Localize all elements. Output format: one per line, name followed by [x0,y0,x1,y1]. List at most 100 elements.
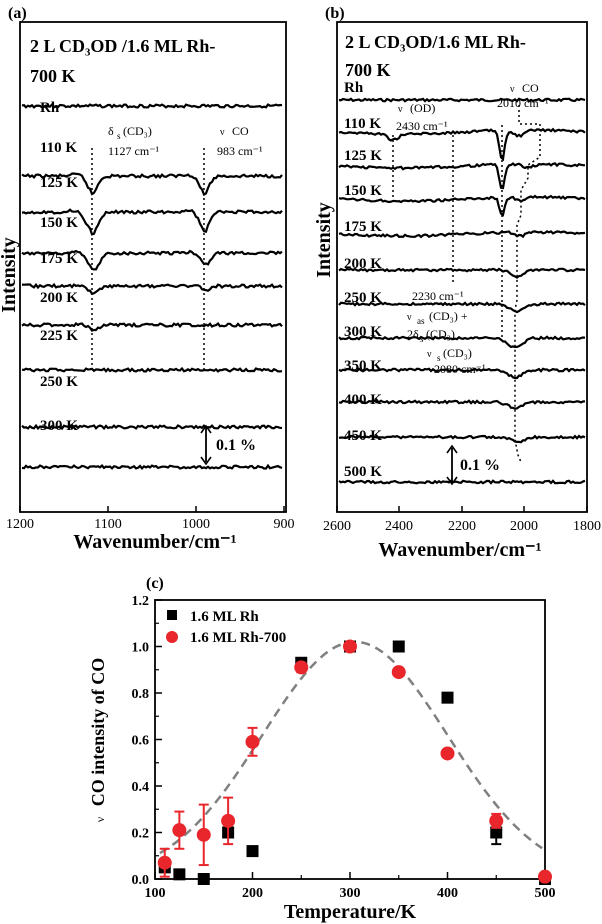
panel-b-annot-co-wn: 2010 cm⁻¹ [497,96,549,110]
panel-a-traces [21,102,283,471]
panel-b-trace [338,194,586,217]
panel-a-annot-cd3-sub: s [117,131,121,141]
panel-a-trace-label: 125 K [40,175,78,191]
panel-a-trace-label: 150 K [40,215,78,231]
panel-b-annot-s-rest: (CD₃) [443,346,472,360]
panel-a-trace-label: Rh [40,100,60,116]
data-point-circle [196,827,211,842]
panel-b-tick-label: 2000 [510,519,538,534]
panel-a-trace-label: 200 K [40,290,78,306]
panel-b-trace-label: 450 K [344,428,382,444]
panel-a-trace [21,249,283,271]
panel-a-annot-co-nu: ν [220,127,225,138]
panel-a-trace-label: 300 K [40,418,78,434]
panel-b-trace-label: 175 K [344,219,382,235]
panel-b-annot-od-nu: ν [398,104,403,115]
panel-b-tick-label: 2600 [323,519,351,534]
panel-a-annot-cd3-wn: 1127 cm⁻¹ [108,144,160,158]
legend-label-rh700: 1.6 ML Rh-700 [190,630,286,646]
panel-a-tick-label: 1000 [182,517,210,532]
panel-c-ytick-label: 0.4 [132,780,150,795]
panel-b-trace [338,434,586,444]
panel-b-annot-2d-rest: (CD₃) [426,327,455,341]
panel-c-ytick-label: 0.6 [132,734,150,749]
panel-b-trace [338,335,586,349]
panel-b-trace-label: 150 K [344,183,382,199]
panel-c-ytick-label: 0.0 [132,873,150,888]
panel-c-xtick-label: 400 [437,886,458,901]
panel-a-trace [21,463,283,471]
panel-b-trace [338,127,586,162]
panel-a-scalebar-label: 0.1 % [216,437,256,454]
data-point-circle [538,869,552,884]
panel-b-annot-od-wn: 2430 cm⁻¹ [396,119,448,133]
panel-a-trace [21,322,283,332]
panel-a-ylabel: Intensity [0,237,20,313]
panel-b-trace-label: 200 K [344,256,382,272]
panel-c-legend: 1.6 ML Rh 1.6 ML Rh-700 [166,609,286,646]
panel-a-tick-label: 1100 [94,517,121,532]
panel-b-xticks: 2600 2400 2200 2000 1800 [323,506,601,534]
data-point-circle [440,746,455,761]
panel-a-frame [19,21,287,513]
panel-b-title-1: 2 L CD₃OD/1.6 ML Rh- [345,32,526,52]
panel-a-label: (a) [8,5,27,22]
panel-c-points [157,639,552,885]
panel-a-trace-label: 225 K [40,328,78,344]
panel-c-label: (c) [146,575,164,592]
panel-a-trace [21,102,283,109]
panel-b-annot-2080: 2080 cm⁻¹ [434,362,486,376]
panel-a-xlabel: Wavenumber/cm⁻¹ [73,531,236,553]
panel-a-title-2: 700 K [30,66,76,86]
panel-b-trace [338,399,586,410]
legend-label-rh: 1.6 ML Rh [190,609,259,625]
panel-b-trace [338,479,586,485]
panel-c-ytick-label: 1.2 [132,594,150,609]
panel-c-ylabel-text: CO intensity of CO [88,658,108,807]
panel-b-label: (b) [325,5,345,22]
panel-a-scalebar: 0.1 % [200,424,256,466]
panel-a-trace-labels: Rh 110 K 125 K 150 K 175 K 200 K 225 K 250 K 300… [40,100,78,434]
panel-b-annot-as-nu: ν [407,312,412,323]
panel-b-annot-2d: 2δ [407,327,419,341]
data-point-circle [245,734,260,749]
panel-a: (a) 2 L CD₃OD /1.6 ML Rh- 700 K Intensit… [0,5,295,553]
panel-b-annot-as-sub: as [417,316,425,326]
panel-a-annot-co: CO [232,124,249,138]
panel-c: (c) 100 200 300 400 500 0.0 0.2 0.4 0.6 0.8 1.0 1.2… [88,575,556,923]
panel-a-annot-co-wn: 983 cm⁻¹ [217,144,263,158]
panel-b-trace-label: 300 K [344,324,382,340]
panel-b-scalebar-label: 0.1 % [460,457,500,474]
panel-b-annot-co: CO [522,81,539,95]
data-point-square [441,691,454,704]
panel-b-scalebar: 0.1 % [446,444,500,486]
panel-b-trace-labels: Rh 110 K 125 K 150 K 175 K 200 K 250 K 300 K 350… [344,80,382,480]
panel-a-trace [21,282,283,296]
panel-b-annot-od: (OD) [410,101,435,115]
panel-b-title-2: 700 K [345,60,391,80]
data-point-square [392,640,405,653]
panel-a-trace [21,423,283,431]
fit-curve [159,640,543,855]
panel-b-trace-label: 110 K [344,116,381,132]
panel-b-trace [338,97,586,103]
panel-b-trace [338,162,586,190]
panel-a-trace-label: 250 K [40,374,78,390]
panel-b-trace [338,367,586,380]
data-point-square [246,845,259,858]
panel-b-traces [338,97,586,485]
panel-b-annot-2d-sub: s [420,334,424,344]
panel-a-xticks: 1200 1100 1000 900 [6,506,295,532]
panel-b-trace-label: 250 K [344,290,382,306]
data-point-circle [489,813,504,828]
panel-c-ylabel: ν CO intensity of CO [88,658,108,822]
panel-b-annot-co-nu: ν [510,84,515,95]
data-point-circle [391,665,406,680]
panel-b-annot-2230: 2230 cm⁻¹ [412,289,464,303]
data-point-circle [172,823,187,838]
panel-a-trace-label: 175 K [40,251,78,267]
panel-a-trace [21,366,283,373]
panel-a-title-1: 2 L CD₃OD /1.6 ML Rh- [30,36,215,56]
panel-b-tick-label: 2200 [448,519,476,534]
